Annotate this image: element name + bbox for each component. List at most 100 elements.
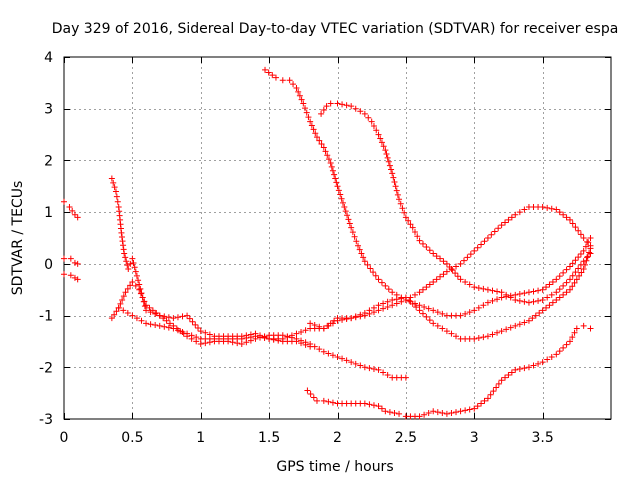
data-point xyxy=(494,296,501,303)
data-point xyxy=(546,281,553,288)
data-point xyxy=(370,304,377,311)
data-point xyxy=(490,388,497,395)
data-point xyxy=(238,335,245,342)
data-point xyxy=(556,273,563,280)
data-point xyxy=(489,297,496,304)
data-point xyxy=(375,276,382,283)
data-point xyxy=(378,279,385,286)
data-point xyxy=(416,307,423,314)
data-point xyxy=(153,309,160,316)
data-point xyxy=(566,276,573,283)
data-point xyxy=(572,269,579,276)
data-point xyxy=(582,243,589,250)
data-point xyxy=(375,403,382,410)
data-point xyxy=(382,282,389,289)
data-point xyxy=(304,387,311,394)
data-point xyxy=(327,320,334,327)
data-point xyxy=(111,184,118,191)
data-point xyxy=(320,397,327,404)
data-point xyxy=(566,263,573,270)
data-point xyxy=(161,313,168,320)
data-point xyxy=(587,250,594,257)
data-point xyxy=(489,287,496,294)
data-point xyxy=(530,298,537,305)
data-point xyxy=(125,266,132,273)
data-point xyxy=(508,214,515,221)
data-point xyxy=(348,315,355,322)
data-point xyxy=(390,174,397,181)
data-point xyxy=(553,351,560,358)
data-point xyxy=(505,372,512,379)
data-point xyxy=(135,277,142,284)
data-point xyxy=(195,324,202,331)
data-point xyxy=(575,227,582,234)
data-point xyxy=(66,203,73,210)
data-point xyxy=(303,109,310,116)
data-point xyxy=(484,395,491,402)
data-point xyxy=(443,328,450,335)
data-point xyxy=(569,334,576,341)
data-point xyxy=(569,220,576,227)
data-point xyxy=(143,307,150,314)
data-point xyxy=(257,334,264,341)
data-point xyxy=(353,238,360,245)
data-point xyxy=(348,224,355,231)
data-point xyxy=(136,286,143,293)
data-point xyxy=(437,273,444,280)
data-point xyxy=(539,203,546,210)
data-point xyxy=(571,329,578,336)
data-point xyxy=(74,276,81,283)
data-point xyxy=(325,398,332,405)
data-point xyxy=(342,208,349,215)
series-trace-i xyxy=(307,245,594,342)
data-point xyxy=(471,307,478,314)
data-point xyxy=(318,110,325,117)
y-tick-label: 3 xyxy=(44,102,53,118)
data-point xyxy=(494,288,501,295)
data-point xyxy=(439,310,446,317)
data-point xyxy=(339,355,346,362)
data-point xyxy=(333,179,340,186)
x-tick-label: 3.5 xyxy=(531,430,553,446)
data-point xyxy=(124,262,131,269)
data-point xyxy=(298,328,305,335)
x-tick-label: 3 xyxy=(470,430,479,446)
data-point xyxy=(544,356,551,363)
data-point xyxy=(396,410,403,417)
data-point xyxy=(493,384,500,391)
data-point xyxy=(163,317,170,324)
data-point xyxy=(197,328,204,335)
data-point xyxy=(569,272,576,279)
data-point xyxy=(165,314,172,321)
data-point xyxy=(156,312,163,319)
data-point xyxy=(495,225,502,232)
data-point xyxy=(409,300,416,307)
data-point xyxy=(498,294,505,301)
data-point xyxy=(440,258,447,265)
data-point xyxy=(391,178,398,185)
data-point xyxy=(74,214,81,221)
data-point xyxy=(138,317,145,324)
data-point xyxy=(498,289,505,296)
data-point xyxy=(361,364,368,371)
data-point xyxy=(553,206,560,213)
data-point xyxy=(563,266,570,273)
data-point xyxy=(310,126,317,133)
data-point xyxy=(471,405,478,412)
data-point xyxy=(184,330,191,337)
data-point xyxy=(563,341,570,348)
data-point xyxy=(265,69,272,76)
data-point xyxy=(471,284,478,291)
data-point xyxy=(426,247,433,254)
data-point xyxy=(409,224,416,231)
data-point xyxy=(585,239,592,246)
data-point xyxy=(114,198,121,205)
data-point xyxy=(197,341,204,348)
data-point xyxy=(316,346,323,353)
data-point xyxy=(61,255,67,262)
data-point xyxy=(475,334,482,341)
data-point xyxy=(413,304,420,311)
data-point xyxy=(474,403,481,410)
data-point xyxy=(122,289,129,296)
